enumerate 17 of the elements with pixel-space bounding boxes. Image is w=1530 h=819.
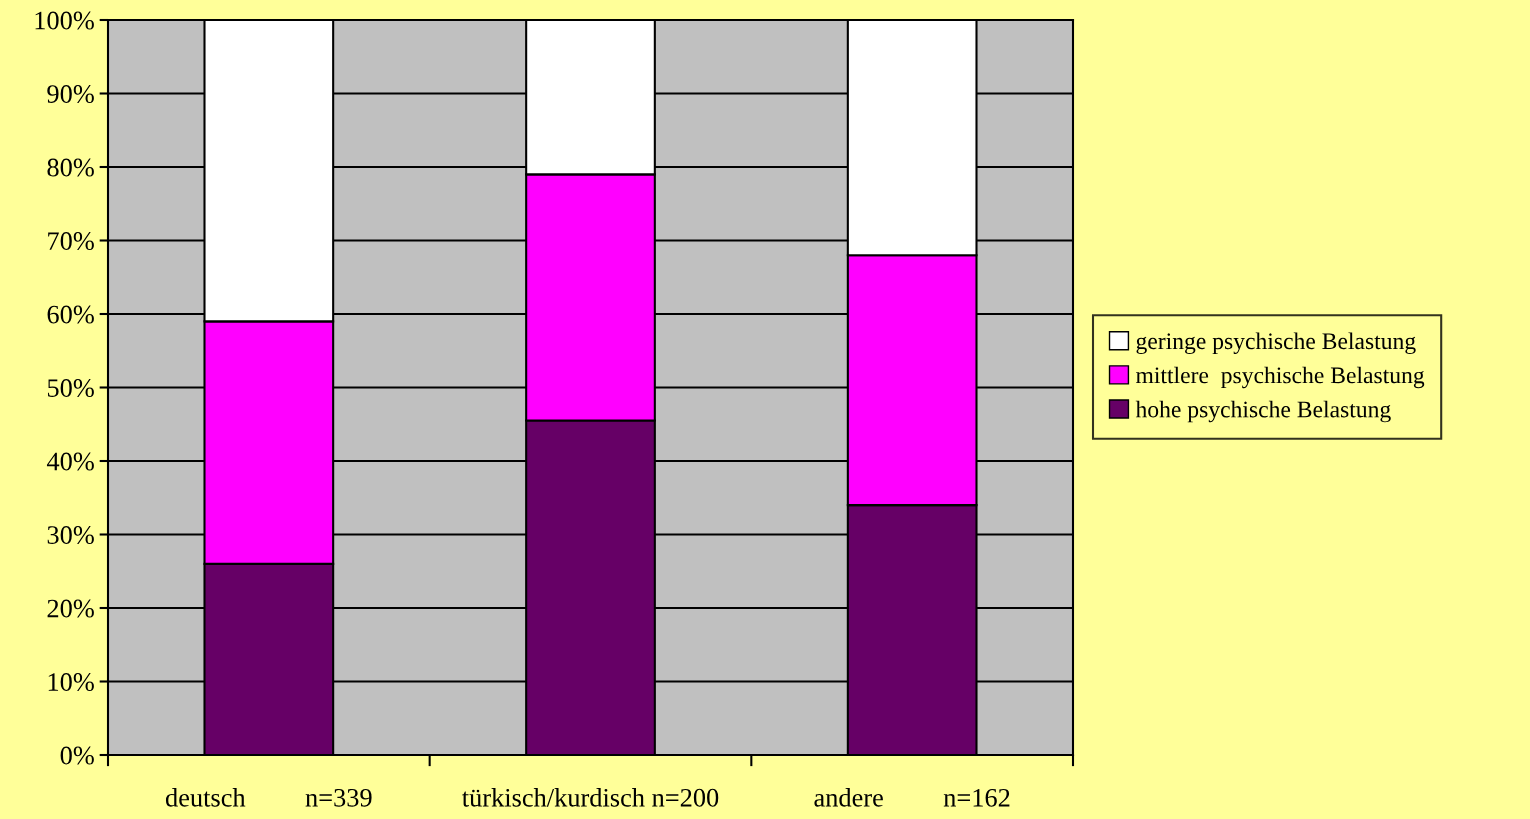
y-tick-label: 60%	[47, 305, 94, 324]
y-tick-label: 90%	[47, 85, 94, 103]
legend-label: geringe psychische Belastung	[1136, 332, 1416, 355]
x-tick-label: andere n=162	[814, 788, 1010, 807]
y-tick-label: 40%	[46, 452, 94, 471]
y-tick-label: 10%	[48, 673, 94, 691]
y-tick-label: 70%	[48, 232, 94, 250]
y-tick-label: 20%	[47, 599, 94, 618]
y-tick-label: 100%	[35, 11, 94, 30]
y-tick-label: 30%	[47, 526, 94, 544]
legend-label: mittlere psychische Belastung	[1135, 366, 1425, 389]
y-tick-label: 50%	[47, 379, 94, 397]
x-tick-label: deutsch n=339	[165, 788, 372, 807]
x-tick-label: türkisch/kurdisch n=200	[462, 788, 719, 807]
y-tick-label: 0%	[60, 746, 94, 765]
y-tick-label: 80%	[47, 158, 94, 177]
legend-label: hohe psychische Belastung	[1135, 400, 1391, 423]
